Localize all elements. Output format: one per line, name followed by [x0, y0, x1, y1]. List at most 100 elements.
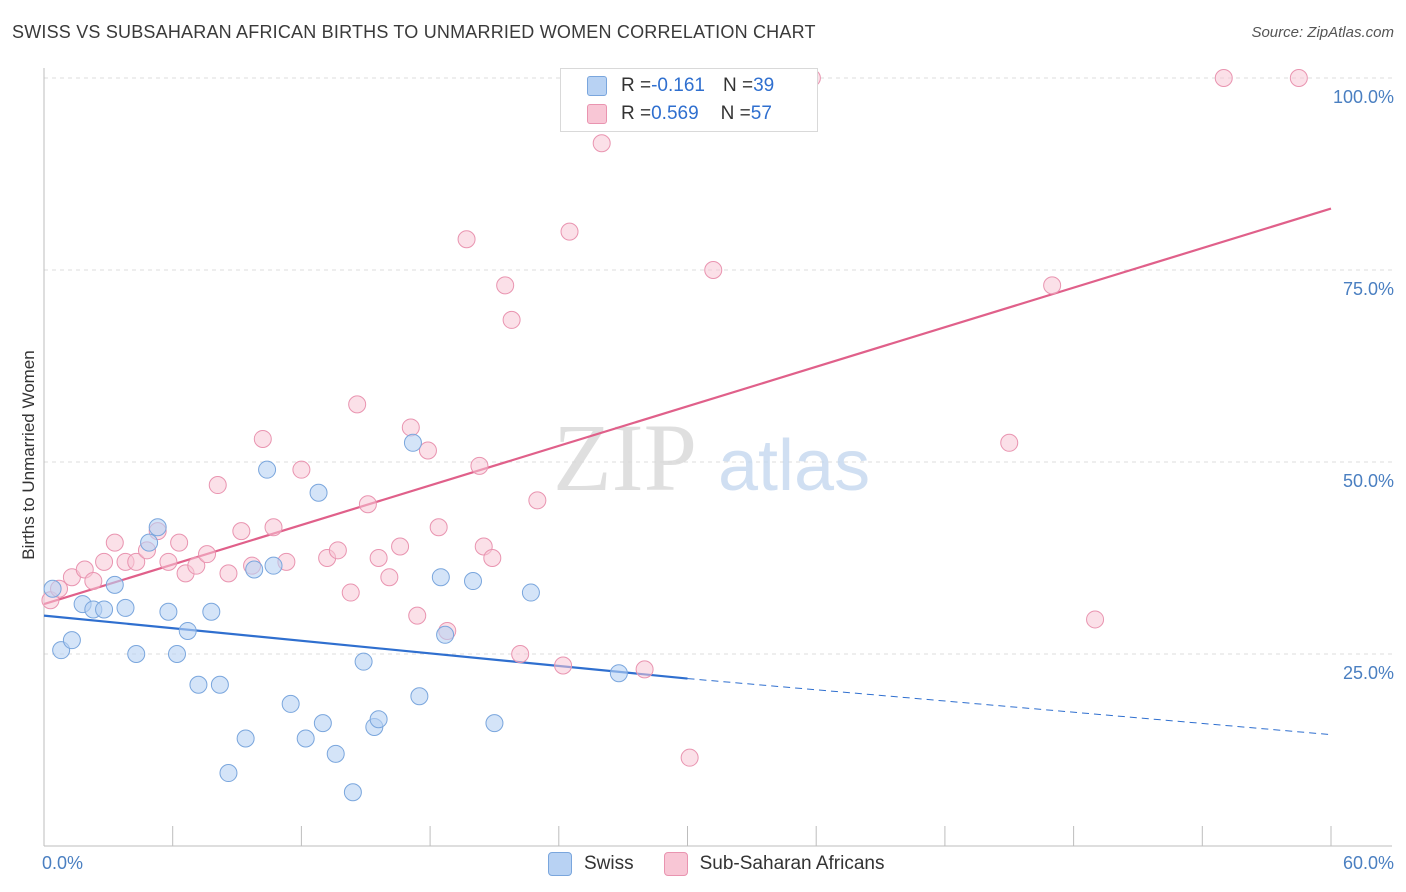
point-swiss: [210, 675, 229, 694]
point-swiss: [140, 533, 159, 552]
point-swiss: [464, 572, 482, 591]
point-ssa: [264, 518, 283, 537]
point-swiss: [62, 631, 81, 650]
point-ssa: [528, 491, 547, 510]
point-ssa: [105, 533, 124, 552]
point-swiss: [485, 714, 504, 733]
point-ssa: [554, 656, 573, 675]
point-ssa: [253, 429, 272, 448]
point-swiss: [148, 518, 167, 537]
trendline-swiss: [43, 614, 688, 680]
point-ssa: [127, 552, 146, 571]
y-axis-label: Births to Unmarried Women: [19, 350, 38, 559]
legend-swatch-swiss: [587, 76, 607, 96]
point-ssa: [208, 476, 227, 495]
point-ssa: [408, 606, 427, 625]
bottom-legend-label-ssa: Sub-Saharan Africans: [699, 853, 885, 874]
point-ssa: [358, 495, 377, 514]
point-swiss: [343, 783, 362, 802]
point-swiss: [245, 560, 264, 579]
point-ssa: [219, 564, 238, 583]
point-swiss: [202, 602, 221, 621]
point-ssa: [483, 549, 502, 567]
point-swiss: [258, 460, 277, 479]
y-tick-label: 75.0%: [1343, 279, 1394, 299]
point-swiss: [309, 483, 328, 502]
point-swiss: [127, 645, 146, 663]
point-swiss: [326, 744, 345, 763]
point-ssa: [704, 261, 723, 279]
point-swiss: [296, 729, 315, 748]
y-tick-label: 50.0%: [1343, 471, 1394, 491]
series-swiss-points: [43, 433, 628, 802]
bottom-legend-swatch-swiss: [548, 852, 572, 876]
legend-swatch-ssa: [587, 104, 607, 124]
point-swiss: [521, 583, 540, 602]
point-ssa: [170, 533, 189, 552]
legend-n-label: N =: [720, 103, 751, 124]
trendline-ssa: [43, 207, 1332, 606]
point-swiss: [431, 568, 450, 587]
legend: R = -0.161 N = 39 R = 0.569 N = 57: [560, 68, 818, 132]
point-ssa: [380, 568, 399, 587]
axes: [43, 68, 1392, 847]
legend-r-value-ssa: 0.569: [651, 103, 699, 124]
point-ssa: [187, 556, 206, 575]
point-ssa: [401, 418, 420, 437]
bottom-legend-ssa: Sub-Saharan Africans: [663, 852, 885, 876]
point-ssa: [496, 276, 515, 295]
point-ssa: [348, 395, 367, 414]
bottom-legend-label-swiss: Swiss: [584, 853, 634, 874]
trendlines: [43, 207, 1332, 736]
x-tick-label: 60.0%: [1343, 853, 1394, 873]
point-ssa: [470, 456, 489, 475]
point-ssa: [159, 552, 178, 571]
trendline-swiss-extension: [687, 678, 1332, 736]
point-ssa: [429, 518, 448, 537]
point-ssa: [635, 660, 654, 679]
legend-r-label: R =: [621, 103, 652, 124]
point-ssa: [232, 522, 251, 541]
bottom-legend-swiss: Swiss: [548, 852, 634, 876]
point-swiss: [410, 687, 429, 706]
point-ssa: [680, 748, 699, 767]
point-swiss: [609, 664, 628, 683]
point-ssa: [1043, 276, 1062, 295]
point-ssa: [391, 537, 410, 556]
point-ssa: [418, 441, 437, 460]
point-ssa: [1214, 69, 1233, 87]
bottom-legend: Swiss Sub-Saharan Africans: [548, 852, 914, 876]
point-ssa: [1086, 610, 1105, 629]
point-swiss: [95, 600, 114, 619]
point-ssa: [328, 541, 347, 560]
watermark-atlas: atlas: [718, 426, 870, 506]
y-tick-label: 100.0%: [1333, 87, 1394, 107]
point-swiss: [281, 694, 300, 713]
watermark: ZIP atlas: [553, 404, 870, 511]
point-ssa: [198, 545, 217, 564]
point-swiss: [43, 579, 62, 598]
chart-title: SWISS VS SUBSAHARAN AFRICAN BIRTHS TO UN…: [12, 22, 816, 42]
point-ssa: [502, 310, 521, 329]
watermark-zip: ZIP: [553, 404, 697, 511]
point-ssa: [592, 134, 611, 153]
legend-row-ssa: R = 0.569 N = 57: [587, 101, 772, 127]
point-swiss: [369, 710, 388, 729]
source-label: Source: ZipAtlas.com: [1251, 24, 1394, 41]
point-ssa: [369, 549, 388, 567]
point-ssa: [292, 460, 311, 479]
point-swiss: [313, 714, 332, 733]
point-ssa: [84, 572, 103, 591]
point-swiss: [189, 675, 208, 694]
point-ssa: [1289, 69, 1308, 87]
legend-n-label: N =: [722, 75, 754, 96]
point-ssa: [511, 645, 530, 663]
bottom-legend-swatch-ssa: [663, 852, 688, 876]
point-swiss: [264, 556, 283, 575]
legend-r-value-swiss: -0.161: [651, 75, 705, 96]
point-swiss: [105, 575, 124, 594]
point-swiss: [219, 764, 238, 783]
point-swiss: [436, 625, 455, 644]
point-swiss: [116, 598, 135, 617]
